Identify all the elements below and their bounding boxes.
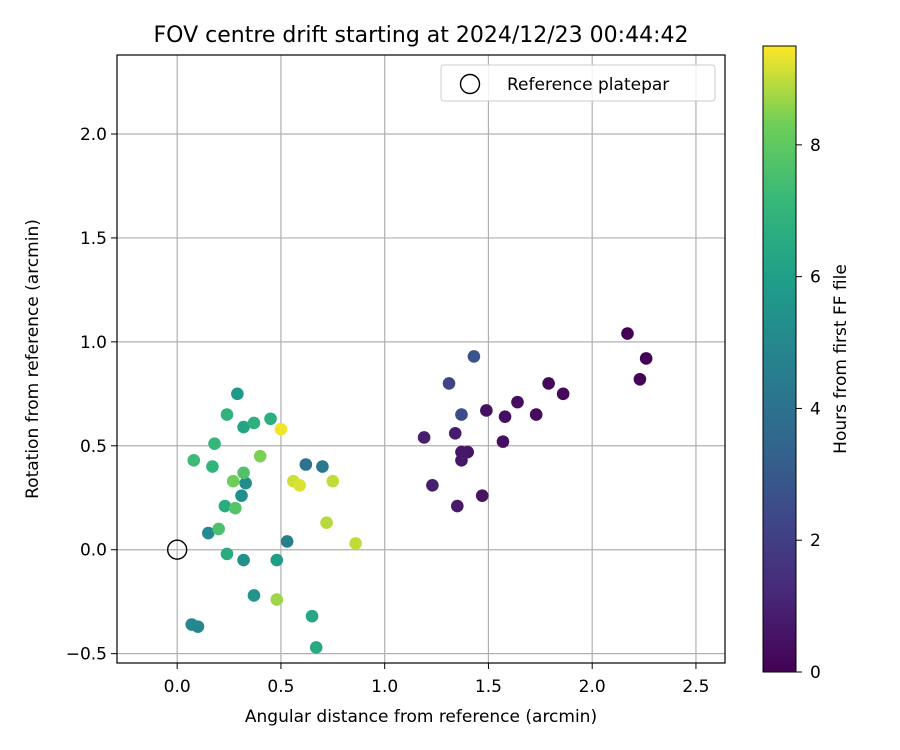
y-tick-label: 0.0 <box>80 541 107 561</box>
data-point <box>218 499 232 513</box>
colorbar: 0 2 4 6 8 Hours from first FF file <box>762 45 851 683</box>
data-point <box>237 466 250 480</box>
colorbar-tick-label: 4 <box>810 399 821 419</box>
data-point <box>455 454 468 467</box>
data-point <box>247 589 261 602</box>
legend-label: Reference platepar <box>507 75 669 95</box>
data-point <box>633 372 647 386</box>
data-point <box>253 449 267 463</box>
reference-point-marker <box>166 539 188 560</box>
colorbar-tick-label: 6 <box>810 268 821 288</box>
data-point <box>511 395 524 409</box>
x-tick-label: 2.5 <box>682 677 709 697</box>
data-point <box>320 516 333 529</box>
data-point <box>349 537 362 550</box>
data-point <box>264 412 277 426</box>
data-point <box>451 499 464 513</box>
data-point <box>621 327 634 340</box>
data-point <box>475 489 489 502</box>
data-point <box>293 478 306 492</box>
data-point <box>309 641 323 654</box>
data-point <box>542 377 555 390</box>
data-point <box>270 593 284 606</box>
data-point <box>239 476 252 490</box>
gridlines <box>117 55 725 663</box>
data-point <box>274 422 288 436</box>
legend-box <box>440 64 716 102</box>
data-points <box>185 327 653 654</box>
x-axis-label: Angular distance from reference (arcmin) <box>245 707 597 727</box>
data-point <box>220 408 234 421</box>
data-point <box>280 535 294 548</box>
y-tick-label: 0.5 <box>80 437 107 457</box>
data-point <box>231 387 244 401</box>
data-point <box>208 437 221 451</box>
y-tick-label: 2.0 <box>80 125 107 145</box>
data-point <box>235 489 248 502</box>
data-point <box>529 408 543 421</box>
x-tick-label: 2.0 <box>579 677 606 697</box>
data-point <box>299 458 313 471</box>
y-axis-ticks: −0.5 0.0 0.5 1.0 1.5 2.0 <box>66 125 117 665</box>
data-point <box>226 474 240 488</box>
data-point <box>426 478 439 492</box>
data-point <box>455 408 468 421</box>
colorbar-label: Hours from first FF file <box>831 264 851 454</box>
data-point <box>237 420 250 434</box>
colorbar-tick-label: 0 <box>810 663 821 683</box>
x-tick-label: 1.0 <box>371 677 398 697</box>
data-point <box>202 526 215 540</box>
x-axis-ticks: 0.0 0.5 1.0 1.5 2.0 2.5 <box>164 663 709 697</box>
data-point <box>228 501 242 515</box>
data-point <box>498 410 512 423</box>
legend: Reference platepar <box>440 64 716 102</box>
data-point <box>467 350 481 363</box>
data-point <box>187 454 201 467</box>
x-tick-label: 0.5 <box>267 677 294 697</box>
data-point <box>448 427 462 440</box>
data-point <box>326 474 340 488</box>
data-point <box>270 553 284 567</box>
colorbar-tick-label: 2 <box>810 531 821 551</box>
data-point <box>316 460 329 473</box>
plot-frame <box>116 54 726 664</box>
data-point <box>206 460 219 473</box>
colorbar-ticks: 0 2 4 6 8 <box>796 136 821 683</box>
y-tick-label: 1.5 <box>80 229 107 249</box>
colorbar-tick-label: 8 <box>810 136 821 156</box>
data-point <box>556 387 570 401</box>
colorbar-gradient <box>762 45 797 673</box>
legend-marker-open-circle <box>459 73 481 95</box>
data-point <box>480 404 493 417</box>
data-point <box>220 547 234 561</box>
data-point <box>237 553 250 567</box>
y-tick-label: 1.0 <box>80 333 107 353</box>
x-tick-label: 0.0 <box>164 677 191 697</box>
data-point <box>305 609 319 623</box>
data-point <box>417 431 431 444</box>
data-point <box>442 377 456 390</box>
data-point <box>639 352 653 365</box>
x-tick-label: 1.5 <box>475 677 502 697</box>
data-point <box>496 435 510 448</box>
data-point <box>185 618 199 631</box>
data-point <box>247 416 261 430</box>
chart-title: FOV centre drift starting at 2024/12/23 … <box>154 23 689 48</box>
data-point <box>212 522 225 536</box>
y-tick-label: −0.5 <box>66 645 107 665</box>
y-axis-label: Rotation from reference (arcmin) <box>23 219 43 499</box>
